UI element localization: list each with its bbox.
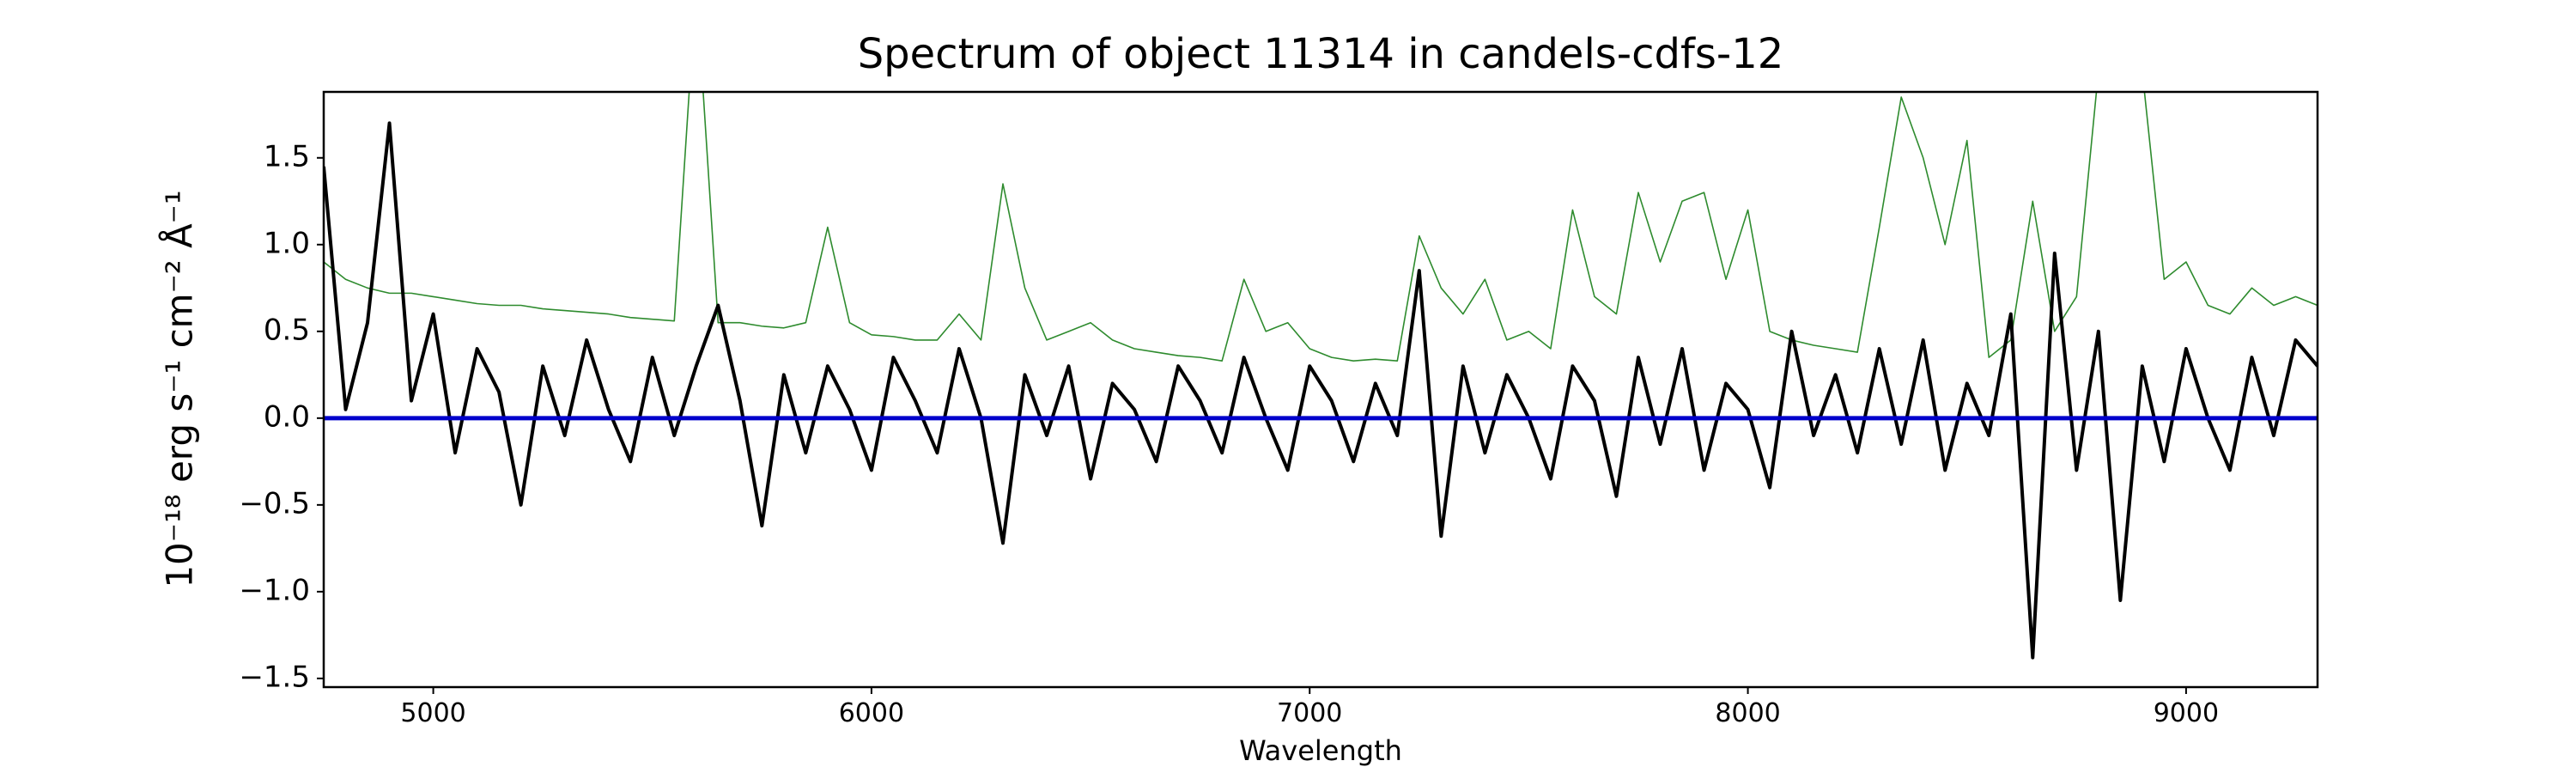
plot-area bbox=[324, 92, 2318, 660]
y-tick-label: 0.5 bbox=[264, 313, 310, 347]
spectrum-line bbox=[324, 121, 2318, 660]
y-tick-label: 1.0 bbox=[264, 226, 310, 260]
x-tick-label: 5000 bbox=[400, 698, 465, 728]
x-tick-label: 6000 bbox=[839, 698, 904, 728]
y-axis-label: 10⁻¹⁸ erg s⁻¹ cm⁻² Å⁻¹ bbox=[158, 190, 201, 587]
y-tick-label: 1.5 bbox=[264, 139, 310, 173]
x-axis-label: Wavelength bbox=[1239, 734, 1402, 767]
chart-title: Spectrum of object 11314 in candels-cdfs… bbox=[858, 30, 1784, 78]
x-tick-label: 7000 bbox=[1277, 698, 1342, 728]
spectrum-line bbox=[324, 92, 2318, 362]
y-tick-label: −0.5 bbox=[239, 486, 310, 520]
y-tick-label: −1.5 bbox=[239, 660, 310, 694]
plot-frame bbox=[322, 90, 2319, 689]
y-tick-label: 0.0 bbox=[264, 399, 310, 434]
x-tick-label: 9000 bbox=[2154, 698, 2219, 728]
x-tick-label: 8000 bbox=[1715, 698, 1780, 728]
y-tick-label: −1.0 bbox=[239, 573, 310, 607]
